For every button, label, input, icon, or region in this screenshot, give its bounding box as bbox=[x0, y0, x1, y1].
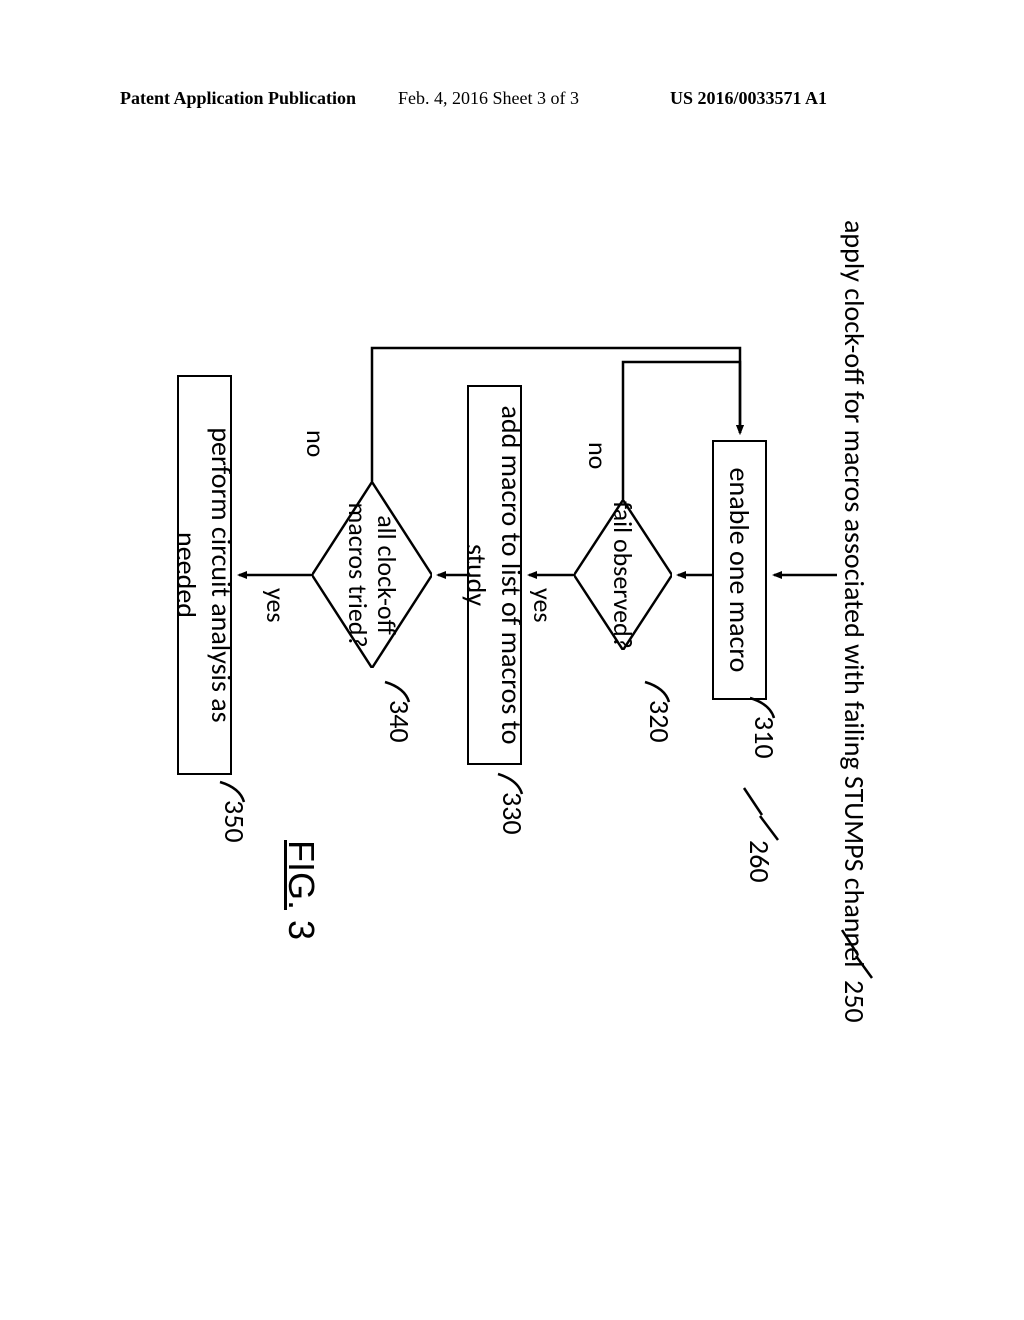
reference-number: 260 bbox=[742, 840, 777, 883]
flow-label: yes bbox=[260, 588, 292, 623]
page-header: Patent Application Publication Feb. 4, 2… bbox=[0, 88, 1024, 118]
header-right: US 2016/0033571 A1 bbox=[670, 88, 827, 109]
reference-number: 350 bbox=[217, 800, 252, 843]
flow-step: enable one macro bbox=[712, 440, 767, 700]
flow-label: no bbox=[300, 430, 332, 457]
header-mid: Feb. 4, 2016 Sheet 3 of 3 bbox=[398, 88, 579, 109]
flow-label: apply clock-off for macros associated wi… bbox=[837, 220, 872, 968]
flow-step: perform circuit analysis as needed bbox=[177, 375, 232, 775]
flow-label: yes bbox=[527, 588, 559, 623]
reference-number: 250 bbox=[837, 980, 872, 1023]
flow-decision: all clock-off macros tried? bbox=[312, 482, 432, 668]
flow-label: no bbox=[582, 442, 614, 469]
flow-step: add macro to list of macros to study bbox=[467, 385, 522, 765]
reference-number: 330 bbox=[495, 792, 530, 835]
reference-number: 340 bbox=[382, 700, 417, 743]
figure-label: FIG. 3 bbox=[280, 840, 322, 940]
flow-decision: fail observed? bbox=[574, 500, 672, 650]
flowchart-diagram: apply clock-off for macros associated wi… bbox=[132, 140, 892, 1180]
header-left: Patent Application Publication bbox=[120, 88, 356, 109]
reference-number: 320 bbox=[642, 700, 677, 743]
reference-number: 310 bbox=[747, 716, 782, 759]
